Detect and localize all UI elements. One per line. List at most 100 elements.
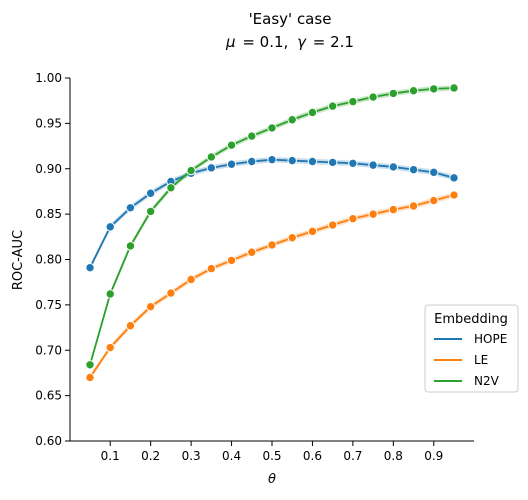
data-point: [287, 115, 297, 125]
data-point: [125, 321, 136, 331]
data-point: [105, 289, 115, 299]
data-point: [307, 226, 318, 237]
data-point: [368, 160, 378, 170]
legend-frame: [424, 304, 519, 393]
data-point: [449, 173, 459, 183]
x-tick-label: 0.3: [182, 449, 201, 463]
y-axis-ticks: 0.60 0.65 0.70 0.75 0.80 0.85 0.90 0.95 1.00: [35, 71, 70, 448]
data-point: [449, 190, 459, 200]
x-tick-label: 0.2: [141, 449, 160, 463]
confidence-band: [90, 156, 454, 271]
x-tick-label: 0.4: [222, 449, 241, 463]
data-point: [206, 152, 217, 162]
subtitle-mu-value: = 0.1,: [242, 33, 288, 51]
data-point: [368, 209, 378, 219]
data-point: [287, 233, 297, 243]
data-point: [105, 342, 115, 353]
data-point: [408, 164, 419, 175]
y-tick-label: 0.85: [35, 207, 62, 221]
x-tick-label: 0.9: [424, 449, 443, 463]
series-hope: [85, 154, 459, 273]
data-point: [206, 163, 217, 173]
legend-label: HOPE: [474, 332, 507, 346]
data-point: [368, 92, 378, 102]
data-point: [226, 255, 237, 266]
data-point: [429, 195, 439, 206]
data-point: [287, 155, 297, 166]
data-point: [307, 156, 318, 167]
legend-item: LE: [434, 353, 488, 367]
x-tick-label: 0.7: [343, 449, 362, 463]
data-point: [267, 123, 277, 133]
data-point: [429, 167, 439, 178]
legend-label: LE: [474, 353, 488, 367]
legend-item: N2V: [434, 374, 500, 388]
x-tick-label: 0.8: [384, 449, 403, 463]
plot-area: [85, 83, 459, 383]
data-point: [145, 188, 156, 198]
data-point: [449, 83, 459, 93]
subtitle-mu: μ: [225, 33, 236, 51]
series-le: [85, 190, 459, 383]
x-tick-label: 0.1: [101, 449, 120, 463]
legend-item: HOPE: [434, 332, 507, 346]
legend-title: Embedding: [434, 312, 508, 327]
data-point: [226, 140, 237, 150]
legend: Embedding HOPE LE N2V: [424, 304, 519, 393]
chart-title: 'Easy' case: [249, 10, 332, 28]
data-point: [388, 162, 399, 172]
data-point: [247, 247, 257, 257]
data-point: [348, 213, 358, 224]
data-point: [327, 157, 338, 168]
x-axis-label: θ: [268, 472, 276, 487]
x-tick-label: 0.6: [303, 449, 322, 463]
y-tick-label: 0.90: [35, 162, 62, 176]
data-point: [85, 372, 95, 383]
series-line: [89, 158, 455, 269]
data-point: [267, 240, 277, 250]
data-point: [408, 86, 419, 96]
legend-items: HOPE LE N2V: [434, 332, 507, 388]
data-point: [186, 274, 196, 285]
y-tick-label: 0.80: [35, 253, 62, 267]
data-point: [327, 220, 338, 230]
x-tick-label: 0.5: [262, 449, 281, 463]
subtitle-gamma: γ: [297, 33, 307, 51]
data-point: [348, 96, 358, 107]
data-point: [186, 165, 196, 176]
legend-label: N2V: [474, 374, 500, 388]
data-point: [307, 107, 318, 118]
data-point: [206, 263, 217, 274]
subtitle-gamma-value: = 2.1: [313, 33, 354, 51]
data-point: [105, 222, 115, 232]
data-point: [388, 88, 399, 99]
data-point: [166, 183, 176, 193]
data-point: [226, 159, 237, 169]
data-point: [125, 241, 136, 251]
y-axis-label: ROC-AUC: [11, 230, 26, 290]
data-point: [247, 131, 257, 141]
chart-subtitle: μ = 0.1, γ = 2.1: [225, 33, 354, 51]
data-point: [267, 154, 277, 165]
data-point: [145, 301, 156, 312]
y-tick-label: 0.95: [35, 116, 62, 130]
data-point: [429, 84, 439, 94]
y-tick-label: 0.60: [35, 434, 62, 448]
data-point: [388, 204, 399, 215]
data-point: [125, 203, 136, 213]
y-tick-label: 1.00: [35, 71, 62, 85]
data-point: [327, 101, 338, 111]
series-n2v: [85, 83, 459, 370]
data-point: [348, 158, 358, 169]
data-point: [247, 156, 257, 167]
data-point: [145, 206, 156, 217]
x-axis-ticks: 0.1 0.2 0.3 0.4 0.5 0.6 0.7 0.8 0.9: [101, 441, 443, 463]
y-tick-label: 0.75: [35, 298, 62, 312]
data-point: [166, 288, 176, 298]
y-tick-label: 0.70: [35, 343, 62, 357]
data-point: [408, 201, 419, 211]
data-point: [85, 262, 95, 273]
data-point: [85, 360, 95, 370]
